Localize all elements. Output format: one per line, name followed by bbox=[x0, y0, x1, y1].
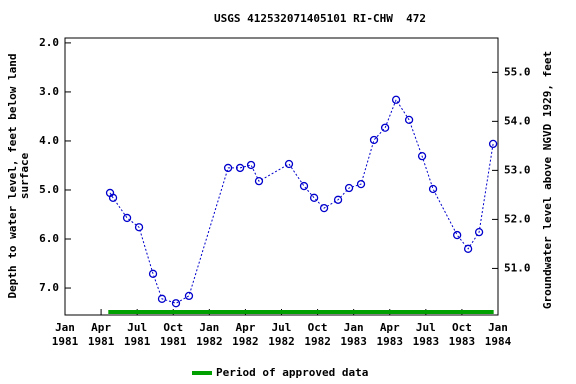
x-tick-label: Jan 1982 bbox=[196, 321, 223, 348]
data-point bbox=[417, 152, 427, 161]
legend-label: Period of approved data bbox=[216, 366, 368, 379]
y2-tick-label: 53.0 bbox=[504, 163, 531, 176]
x-tick-label: Apr 1982 bbox=[232, 321, 259, 348]
data-point bbox=[453, 230, 462, 240]
x-tick-label: Apr 1981 bbox=[88, 321, 115, 348]
data-point bbox=[391, 95, 401, 104]
data-point bbox=[184, 291, 194, 301]
data-point bbox=[134, 223, 144, 232]
y-axis-label: surface bbox=[18, 152, 31, 199]
data-point bbox=[235, 163, 245, 173]
x-tick-label: Oct 1982 bbox=[304, 321, 331, 348]
y2-axis-label: Groundwater level above NGVD 1929, feet bbox=[541, 51, 554, 309]
data-point bbox=[380, 123, 390, 132]
y2-tick-label: 51.0 bbox=[504, 261, 531, 274]
data-point bbox=[474, 227, 484, 237]
y-tick-label: 6.0 bbox=[39, 232, 59, 245]
x-tick-label: Jul 1983 bbox=[413, 321, 440, 348]
data-line bbox=[109, 98, 494, 304]
x-tick-label: Jul 1982 bbox=[268, 321, 295, 348]
y-tick-label: 2.0 bbox=[39, 36, 59, 49]
data-point bbox=[284, 159, 294, 169]
data-point bbox=[148, 269, 158, 278]
y-axis-label: Depth to water level, feet below land bbox=[6, 53, 19, 298]
data-point bbox=[369, 135, 379, 145]
data-point bbox=[333, 195, 343, 204]
data-point bbox=[344, 183, 354, 193]
data-point bbox=[171, 299, 181, 308]
y2-tick-label: 55.0 bbox=[504, 65, 531, 78]
y-tick-label: 7.0 bbox=[39, 281, 59, 294]
y2-tick-label: 52.0 bbox=[504, 212, 531, 225]
data-point bbox=[254, 177, 264, 186]
data-point bbox=[157, 294, 167, 303]
x-tick-label: Jan 1981 bbox=[52, 321, 79, 348]
y-tick-label: 5.0 bbox=[39, 183, 59, 196]
chart-title: USGS 412532071405101 RI-CHW 472 bbox=[214, 12, 426, 25]
y2-tick-label: 54.0 bbox=[504, 114, 531, 127]
y-tick-label: 4.0 bbox=[39, 134, 59, 147]
data-point bbox=[299, 181, 309, 191]
x-tick-label: Jul 1981 bbox=[124, 321, 151, 348]
data-point bbox=[404, 115, 414, 125]
data-point bbox=[463, 244, 473, 253]
x-tick-label: Jan 1984 bbox=[485, 321, 512, 348]
x-tick-label: Oct 1981 bbox=[160, 321, 187, 348]
data-point bbox=[246, 160, 256, 170]
data-point bbox=[108, 193, 118, 202]
data-point bbox=[309, 193, 319, 202]
x-tick-label: Jan 1983 bbox=[340, 321, 367, 348]
data-point bbox=[488, 139, 498, 149]
data-point bbox=[122, 213, 132, 223]
plot-frame bbox=[64, 37, 499, 316]
data-point bbox=[223, 163, 233, 173]
x-tick-label: Apr 1983 bbox=[377, 321, 404, 348]
y-tick-label: 3.0 bbox=[39, 85, 59, 98]
data-point bbox=[428, 184, 438, 194]
data-point bbox=[356, 179, 366, 189]
x-tick-label: Oct 1983 bbox=[449, 321, 476, 348]
data-point bbox=[319, 203, 329, 213]
